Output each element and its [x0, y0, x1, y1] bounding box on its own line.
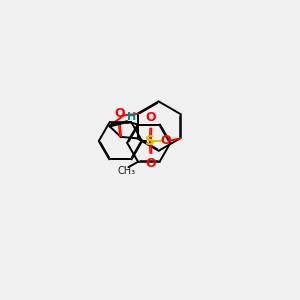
Text: O: O: [146, 111, 156, 124]
Text: CH₃: CH₃: [118, 166, 136, 176]
Text: O: O: [146, 157, 156, 170]
Text: O: O: [114, 106, 124, 119]
Text: S: S: [145, 134, 155, 148]
Text: O: O: [160, 134, 171, 147]
Text: H: H: [127, 112, 136, 122]
